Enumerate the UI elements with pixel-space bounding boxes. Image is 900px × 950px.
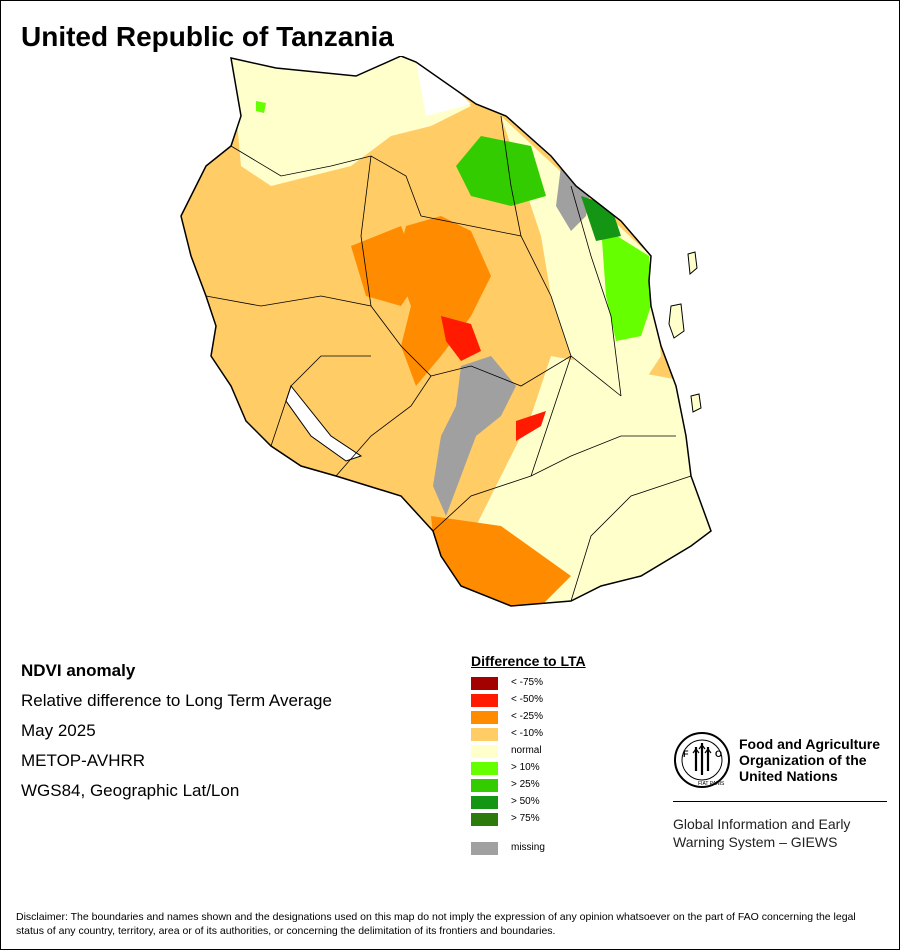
product-name: NDVI anomaly xyxy=(21,661,136,680)
legend-title: Difference to LTA xyxy=(471,653,586,669)
legend-item: > 50% xyxy=(471,794,641,811)
normal-area-kagera xyxy=(261,76,331,136)
legend-item: normal xyxy=(471,743,641,760)
map-title: United Republic of Tanzania xyxy=(21,21,394,52)
giews-line: Global Information and Early xyxy=(673,816,851,832)
legend-swatch xyxy=(471,677,498,690)
light-green-anomaly-tanga xyxy=(601,226,651,341)
product-info: NDVI anomaly Relative difference to Long… xyxy=(21,656,332,806)
product-projection: WGS84, Geographic Lat/Lon xyxy=(21,781,240,800)
region-boundaries xyxy=(205,115,692,602)
legend-item: > 75% xyxy=(471,811,641,828)
legend-item: > 10% xyxy=(471,760,641,777)
legend-swatch xyxy=(471,745,498,758)
orange-anomaly-south xyxy=(431,516,571,606)
legend: Difference to LTA < -75% < -50% < -25% <… xyxy=(471,653,641,857)
light-green-anomaly-northwest xyxy=(256,101,266,113)
legend-item-missing: missing xyxy=(471,840,641,857)
red-anomaly-south-central xyxy=(516,411,546,441)
product-sensor: METOP-AVHRR xyxy=(21,751,146,770)
ndvi-anomaly-map xyxy=(180,56,712,607)
fao-org-line: Food and Agriculture xyxy=(739,736,881,752)
product-period: May 2025 xyxy=(21,721,96,740)
legend-label: < -75% xyxy=(511,677,543,688)
green-anomaly-north xyxy=(456,136,546,206)
legend-label: missing xyxy=(511,842,545,853)
fao-org-line: Organization of the xyxy=(739,752,867,768)
legend-swatch xyxy=(471,813,498,826)
fao-org-name: Food and Agriculture Organization of the… xyxy=(739,736,880,784)
country-border xyxy=(180,56,712,607)
legend-item: < -50% xyxy=(471,692,641,709)
legend-item: < -25% xyxy=(471,709,641,726)
giews-line: Warning System – GIEWS xyxy=(673,834,838,850)
legend-swatch xyxy=(471,728,498,741)
lake-victoria xyxy=(416,61,471,116)
red-anomaly-central xyxy=(441,316,481,361)
fao-org-line: United Nations xyxy=(739,768,838,784)
zanzibar-island xyxy=(668,303,685,339)
disclaimer: Disclaimer: The boundaries and names sho… xyxy=(16,911,856,937)
svg-text:FIAT PANIS: FIAT PANIS xyxy=(698,781,725,787)
legend-label: > 10% xyxy=(511,762,540,773)
legend-swatch xyxy=(471,796,498,809)
legend-label: > 50% xyxy=(511,796,540,807)
product-description: Relative difference to Long Term Average xyxy=(21,691,332,710)
legend-swatch xyxy=(471,762,498,775)
fao-divider xyxy=(673,801,887,802)
legend-label: < -50% xyxy=(511,694,543,705)
svg-text:F: F xyxy=(683,749,689,759)
legend-swatch xyxy=(471,711,498,724)
missing-data-area-rift xyxy=(433,356,516,516)
legend-label: > 75% xyxy=(511,813,540,824)
mafia-island xyxy=(690,393,702,413)
legend-label: < -25% xyxy=(511,711,543,722)
legend-item: < -10% xyxy=(471,726,641,743)
giews-name: Global Information and Early Warning Sys… xyxy=(673,815,850,851)
fao-logo: F O FIAT PANIS xyxy=(674,732,730,788)
legend-label: < -10% xyxy=(511,728,543,739)
legend-swatch xyxy=(471,694,498,707)
legend-swatch xyxy=(471,779,498,792)
svg-text:O: O xyxy=(715,749,722,759)
legend-swatch xyxy=(471,842,498,855)
legend-label: > 25% xyxy=(511,779,540,790)
legend-label: normal xyxy=(511,745,542,756)
legend-item: > 25% xyxy=(471,777,641,794)
orange-anomaly-central xyxy=(396,216,491,386)
legend-item: < -75% xyxy=(471,675,641,692)
pemba-island xyxy=(687,251,698,276)
